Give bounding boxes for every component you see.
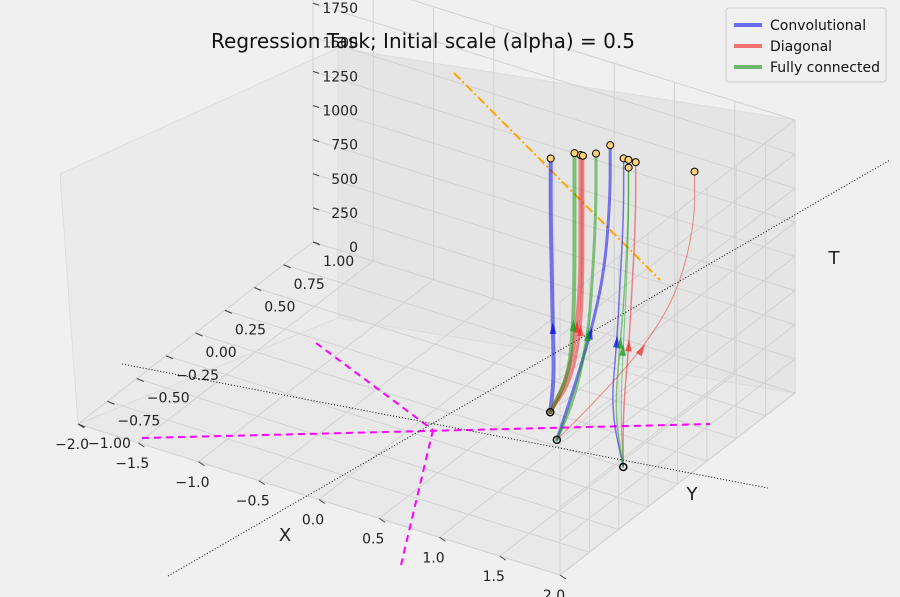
grid-line-z [312,241,797,576]
trajectory-start-marker [552,435,561,444]
x-tick-label: −1.0 [176,475,210,491]
legend: Convolutional Diagonal Fully connected [725,7,887,83]
legend-label-convolutional: Convolutional [770,18,866,34]
grid-line-z [312,173,797,508]
trajectory-end-marker [592,149,601,158]
trajectory-end-marker [606,141,615,150]
z-tick-mark [312,139,320,143]
trajectory-line [556,171,696,441]
trajectory-arrow [569,319,577,332]
z-tick-mark [312,2,320,6]
trajectory-end-marker [624,155,633,164]
z-tick-label: 1500 [322,35,358,51]
tick-labels: −2.0 −1.5 −1.0 −0.5 0.0 0.5 1.0 1.5 2.0 −1.00 −0.7… [55,1,567,597]
trajectory-start-marker [546,408,555,417]
grid-line-z [312,70,797,405]
trajectory-line [555,143,612,442]
y-tick-label: 1.00 [323,254,354,270]
trajectory-arrow [635,344,646,357]
x-tick-label: 1.0 [422,550,444,566]
x-tick-mark [559,574,567,580]
x-tick-label: −1.5 [115,456,149,472]
x-tick-mark [258,480,266,486]
x-tick-mark [198,461,205,467]
x-tick-mark [318,499,326,504]
trajectory-end-marker [690,167,699,176]
grid-line-z [312,207,797,542]
z-tick-label: 250 [331,206,358,222]
chart-title: Regression Task; Initial scale (alpha) =… [211,29,635,53]
z-tick-label: 1250 [322,69,358,85]
z-tick-mark [312,207,320,211]
z-tick-mark [312,173,320,177]
z-tick-mark [312,36,320,40]
y-tick-label: 0.50 [264,300,295,316]
y-tick-mark [283,264,291,269]
trajectory-end-marker [624,163,633,172]
trajectory-arrow [584,329,591,342]
x-tick-label: −2.0 [55,437,89,453]
y-axis-label: Y [686,484,699,505]
reference-line-orange [453,72,661,281]
x-tick-label: 0.0 [302,513,324,529]
z-tick-mark [312,241,320,245]
y-tick-mark [254,287,262,291]
x-tick-label: 1.5 [483,569,505,585]
x-axis-label: X [279,525,291,546]
trajectory-arrow [549,322,557,335]
trajectories [546,141,699,472]
z-tick-mark [312,70,320,74]
grid-line-z [312,139,797,474]
trajectory-end-marker [578,151,587,160]
trajectory-start-marker [619,462,628,472]
y-tick-label: 0.75 [294,277,325,293]
reference-line-magenta [315,342,434,431]
grid-line-z [312,105,797,439]
trajectory-arrow [619,344,626,357]
y-tick-mark [224,309,233,314]
y-tick-mark [195,332,203,337]
trajectory-end-marker [570,149,579,158]
z-tick-mark [312,105,320,108]
trajectory-arrow [616,336,624,349]
z-axis-label: T [828,248,841,269]
z-tick-label: 1750 [322,1,358,17]
grid-line-z [312,2,797,337]
x-tick-mark [439,536,446,542]
y-tick-mark [107,400,115,405]
legend-frame [725,7,887,83]
z-tick-label: 500 [331,172,358,188]
y-tick-label: −1.00 [88,436,131,452]
trajectory-arrow [576,324,584,337]
grid-line-z [410,0,797,303]
y-tick-mark [165,355,174,360]
y-tick-mark [136,378,144,382]
x-tick-mark [378,517,386,523]
grid-lines [77,0,797,576]
y-tick-label: −0.75 [117,413,160,429]
legend-label-diagonal: Diagonal [770,39,832,55]
trajectory-end-marker [546,154,555,163]
reference-line-dotted [167,159,891,577]
trajectory-arrow [625,339,632,352]
grid-line-z [312,36,797,371]
x-tick-label: −0.5 [236,494,270,510]
x-tick-label: 2.0 [543,588,565,597]
y-tick-label: 0.00 [206,345,237,361]
y-tick-label: 0.25 [235,322,266,338]
x-tick-mark [499,555,507,561]
y-tick-label: −0.25 [176,368,219,384]
z-tick-label: 0 [349,240,358,256]
trajectory-line [555,152,598,442]
trajectory-end-marker [631,158,640,167]
x-tick-mark [137,442,145,448]
legend-label-fully-connected: Fully connected [770,60,880,76]
z-tick-label: 1000 [322,104,358,120]
y-tick-mark [77,423,86,428]
y-tick-label: −0.50 [147,391,190,407]
x-tick-label: 0.5 [362,531,384,547]
z-tick-label: 750 [331,138,358,154]
